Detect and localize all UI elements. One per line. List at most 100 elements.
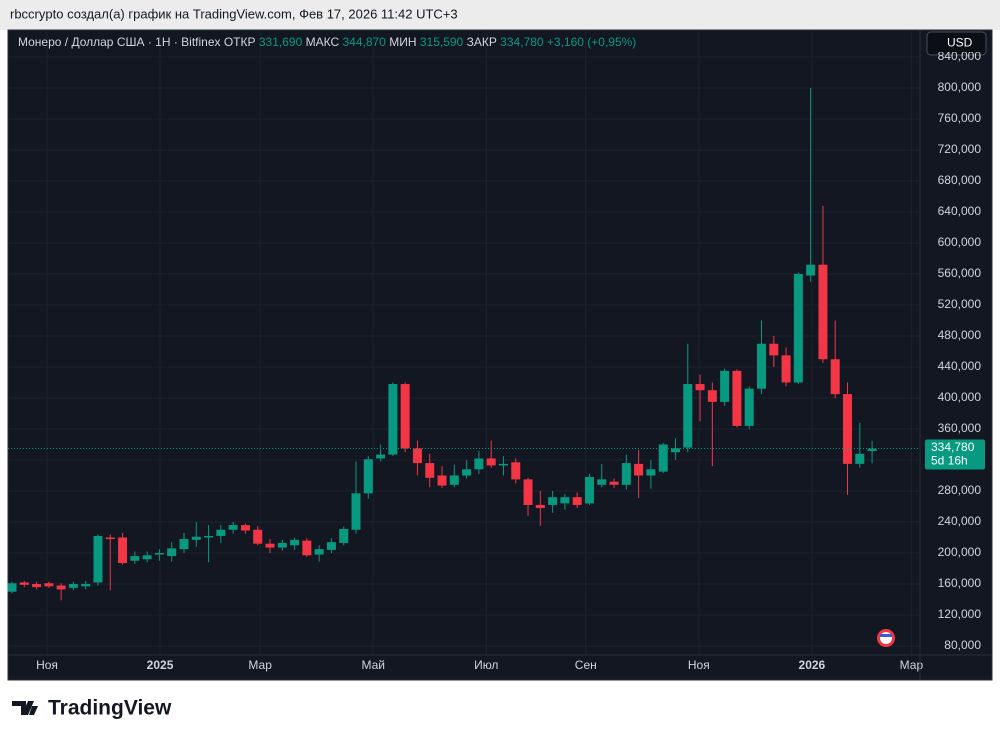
candle-body	[634, 463, 644, 476]
y-tick-label: 240,000	[938, 514, 982, 528]
y-tick-label: 160,000	[938, 576, 982, 590]
y-tick-label: 720,000	[938, 142, 982, 156]
candle-body	[191, 536, 201, 540]
event-icon-inner	[880, 632, 892, 644]
candle-body	[314, 549, 324, 555]
chart-panel	[7, 29, 993, 681]
y-tick-label: 760,000	[938, 111, 982, 125]
candles	[7, 87, 877, 601]
candle-body	[204, 535, 214, 538]
footer-logo: TradingView	[48, 697, 172, 720]
candle-body	[855, 453, 865, 464]
y-tick-label: 680,000	[938, 173, 982, 187]
candle-body	[130, 556, 140, 561]
candle-body	[376, 454, 386, 459]
close-label: ЗАКР	[467, 35, 497, 49]
candle-body	[19, 582, 29, 585]
x-tick-label: Май	[361, 658, 385, 672]
candle-body	[793, 273, 803, 383]
candle-body	[818, 264, 828, 360]
candle-body	[462, 469, 472, 476]
close-value: 334,780	[500, 35, 544, 49]
page-header: rbccrypto создал(а) график на TradingVie…	[10, 6, 458, 21]
candle-body	[326, 542, 336, 550]
y-tick-label: 80,000	[944, 638, 981, 652]
x-tick-label: Ноя	[36, 658, 58, 672]
candle-body	[56, 585, 66, 590]
candle-body	[658, 444, 668, 472]
candle-body	[498, 463, 508, 466]
y-tick-label: 520,000	[938, 297, 982, 311]
candle-body	[769, 343, 779, 356]
price-tag	[925, 439, 985, 470]
candle-body	[142, 555, 152, 560]
candle-body	[560, 497, 570, 504]
candle-body	[93, 535, 103, 583]
candle-body	[843, 394, 853, 464]
candle-body	[781, 355, 791, 383]
candle-body	[449, 475, 459, 485]
y-tick-label: 120,000	[938, 607, 982, 621]
candle-body	[548, 497, 558, 505]
x-tick-label: Мар	[900, 658, 924, 672]
candle-body	[437, 475, 447, 486]
x-tick-label: Июл	[474, 658, 498, 672]
countdown: 5d 16h	[931, 454, 968, 468]
candle-body	[44, 583, 54, 587]
y-tick-label: 640,000	[938, 204, 982, 218]
x-tick-label: Мар	[248, 658, 272, 672]
candle-body	[474, 458, 484, 470]
candle-body	[412, 448, 422, 464]
candle-body	[216, 529, 226, 536]
candle-body	[105, 537, 115, 540]
candle-body	[154, 553, 164, 555]
y-tick-label: 800,000	[938, 80, 982, 94]
candle-body	[597, 479, 607, 485]
candle-body	[670, 448, 680, 453]
y-tick-label: 400,000	[938, 390, 982, 404]
candle-body	[7, 583, 17, 592]
candle-body	[486, 458, 496, 466]
candle-body	[179, 539, 189, 550]
x-tick-label: Сен	[575, 658, 597, 672]
symbol: Монеро / Доллар США · 1H · Bitfinex	[18, 35, 221, 49]
open-label: ОТКР	[224, 35, 256, 49]
candle-body	[32, 584, 42, 588]
candle-body	[240, 525, 250, 531]
candle-body	[695, 384, 705, 391]
open-value: 331,690	[259, 35, 303, 49]
currency-button[interactable]	[926, 31, 987, 56]
x-tick-label: 2025	[147, 658, 174, 672]
candle-body	[830, 359, 840, 395]
low-label: МИН	[389, 35, 416, 49]
x-tick-label: Ноя	[688, 658, 710, 672]
candle-body	[302, 540, 312, 556]
candle-body	[732, 370, 742, 426]
candle-body	[744, 388, 754, 426]
candle-body	[523, 479, 533, 505]
high-value: 344,870	[342, 35, 386, 49]
candle-body	[253, 529, 263, 544]
low-value: 315,590	[420, 35, 464, 49]
y-tick-label: 600,000	[938, 235, 982, 249]
candle-body	[388, 384, 398, 455]
candle-body	[572, 497, 582, 505]
grid	[8, 30, 920, 655]
y-tick-label: 200,000	[938, 545, 982, 559]
y-tick-label: 280,000	[938, 483, 982, 497]
y-tick-label: 560,000	[938, 266, 982, 280]
candle-body	[683, 384, 693, 448]
y-tick-label: 440,000	[938, 359, 982, 373]
candle-body	[609, 481, 619, 485]
event-icon-flag	[880, 634, 892, 637]
candle-body	[363, 459, 373, 494]
candle-body	[535, 504, 545, 509]
candle-body	[400, 384, 410, 449]
candle-body	[806, 264, 816, 276]
y-tick-label: 480,000	[938, 328, 982, 342]
candle-body	[720, 370, 730, 402]
candle-body	[167, 548, 177, 557]
candle-body	[81, 584, 91, 587]
